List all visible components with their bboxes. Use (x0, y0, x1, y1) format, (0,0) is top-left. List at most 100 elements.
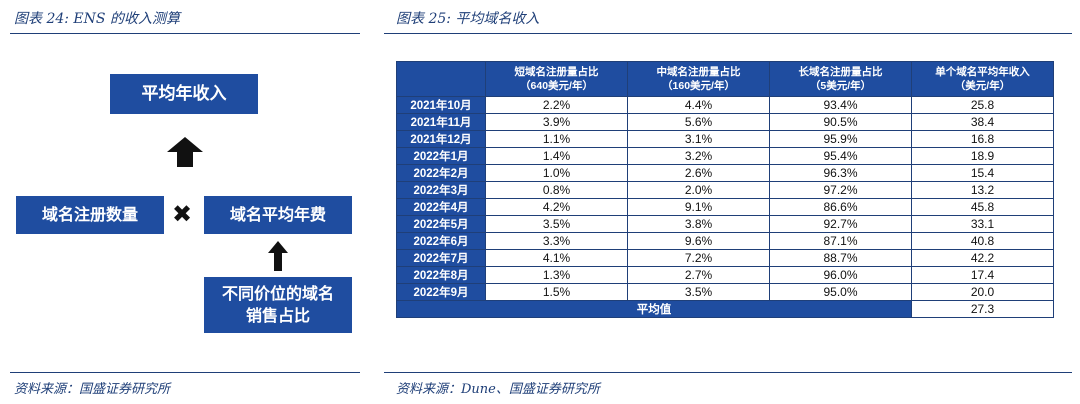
left-source-rule (10, 372, 360, 373)
cell-long: 96.0% (769, 266, 912, 284)
diagram-top-box: 平均年收入 (110, 74, 258, 114)
cell-long: 90.5% (769, 113, 912, 131)
header-avg: 单个域名平均年收入 （美元/年） (911, 61, 1054, 97)
header-short-line2: （640美元/年） (520, 80, 593, 92)
table-row: 2022年3月 0.8% 2.0% 97.2% 13.2 (396, 181, 1054, 199)
table-row: 2021年10月 2.2% 4.4% 93.4% 25.8 (396, 96, 1054, 114)
cell-mid: 3.2% (627, 147, 770, 165)
cell-long: 96.3% (769, 164, 912, 182)
cell-short: 1.4% (485, 147, 628, 165)
cell-long: 97.2% (769, 181, 912, 199)
cell-long: 88.7% (769, 249, 912, 267)
cell-short: 1.3% (485, 266, 628, 284)
cell-long: 86.6% (769, 198, 912, 216)
cell-mid: 2.0% (627, 181, 770, 199)
row-month: 2022年3月 (396, 181, 486, 199)
right-figure-caption: 图表 25: 平均域名收入 (396, 11, 540, 27)
cell-mid: 4.4% (627, 96, 770, 114)
cell-avg: 45.8 (911, 198, 1054, 216)
cell-avg: 42.2 (911, 249, 1054, 267)
table-row: 2021年12月 1.1% 3.1% 95.9% 16.8 (396, 130, 1054, 148)
header-long-line1: 长域名注册量占比 (798, 66, 883, 78)
right-source: 资料来源：Dune、国盛证券研究所 (396, 382, 600, 397)
cell-long: 95.0% (769, 283, 912, 301)
table-row: 2022年5月 3.5% 3.8% 92.7% 33.1 (396, 215, 1054, 233)
cell-mid: 3.5% (627, 283, 770, 301)
row-month: 2022年9月 (396, 283, 486, 301)
header-long: 长域名注册量占比 （5美元/年） (769, 61, 912, 97)
cell-long: 87.1% (769, 232, 912, 250)
table-row: 2022年1月 1.4% 3.2% 95.4% 18.9 (396, 147, 1054, 165)
cell-mid: 3.8% (627, 215, 770, 233)
row-month: 2022年2月 (396, 164, 486, 182)
arrow-up-small-icon (268, 241, 288, 271)
row-month: 2021年12月 (396, 130, 486, 148)
table-row: 2021年11月 3.9% 5.6% 90.5% 38.4 (396, 113, 1054, 131)
cell-avg: 38.4 (911, 113, 1054, 131)
left-figure-caption: 图表 24: ENS 的收入测算 (14, 11, 180, 27)
row-month: 2022年7月 (396, 249, 486, 267)
cell-avg: 17.4 (911, 266, 1054, 284)
left-caption-rule (10, 33, 360, 34)
cell-mid: 9.6% (627, 232, 770, 250)
diagram-left-box: 域名注册数量 (16, 196, 164, 234)
cell-mid: 7.2% (627, 249, 770, 267)
header-avg-line1: 单个域名平均年收入 (935, 66, 1030, 78)
diagram-right-box: 域名平均年费 (204, 196, 352, 234)
row-month: 2022年1月 (396, 147, 486, 165)
header-corner (396, 61, 486, 97)
table-row: 2022年9月 1.5% 3.5% 95.0% 20.0 (396, 283, 1054, 301)
cell-short: 4.1% (485, 249, 628, 267)
right-caption-rule (384, 33, 1072, 34)
row-month: 2022年5月 (396, 215, 486, 233)
diagram-bottom-box-line2: 销售占比 (245, 306, 310, 325)
cell-avg: 15.4 (911, 164, 1054, 182)
header-mid: 中域名注册量占比 （160美元/年） (627, 61, 770, 97)
cell-avg: 20.0 (911, 283, 1054, 301)
table-row: 2022年2月 1.0% 2.6% 96.3% 15.4 (396, 164, 1054, 182)
cell-mid: 2.7% (627, 266, 770, 284)
header-mid-line2: （160美元/年） (662, 80, 735, 92)
cell-avg: 13.2 (911, 181, 1054, 199)
cell-short: 1.0% (485, 164, 628, 182)
diagram-bottom-box-line1: 不同价位的域名 (221, 284, 334, 304)
row-month: 2021年10月 (396, 96, 486, 114)
cell-long: 95.9% (769, 130, 912, 148)
average-domain-revenue-table: 短域名注册量占比 （640美元/年） 中域名注册量占比 （160美元/年） 长域… (396, 61, 1054, 318)
row-month: 2022年6月 (396, 232, 486, 250)
multiply-icon: ✖ (172, 200, 193, 228)
table-row: 2022年4月 4.2% 9.1% 86.6% 45.8 (396, 198, 1054, 216)
arrow-up-icon (167, 137, 203, 167)
table-row: 2022年8月 1.3% 2.7% 96.0% 17.4 (396, 266, 1054, 284)
diagram-bottom-box: 不同价位的域名 销售占比 (204, 277, 352, 333)
header-long-line2: （5美元/年） (809, 80, 872, 92)
average-label: 平均值 (396, 300, 912, 318)
cell-avg: 33.1 (911, 215, 1054, 233)
header-mid-line1: 中域名注册量占比 (656, 66, 741, 78)
left-source: 资料来源：国盛证券研究所 (14, 382, 171, 397)
row-month: 2021年11月 (396, 113, 486, 131)
table-average-row: 平均值 27.3 (396, 300, 1054, 318)
cell-short: 0.8% (485, 181, 628, 199)
average-value: 27.3 (911, 300, 1054, 318)
right-source-rule (384, 372, 1072, 373)
cell-short: 1.1% (485, 130, 628, 148)
cell-mid: 3.1% (627, 130, 770, 148)
header-short-line1: 短域名注册量占比 (514, 66, 599, 78)
cell-short: 1.5% (485, 283, 628, 301)
table-header-row: 短域名注册量占比 （640美元/年） 中域名注册量占比 （160美元/年） 长域… (396, 61, 1054, 97)
header-short: 短域名注册量占比 （640美元/年） (485, 61, 628, 97)
cell-mid: 2.6% (627, 164, 770, 182)
cell-mid: 9.1% (627, 198, 770, 216)
cell-short: 3.5% (485, 215, 628, 233)
cell-short: 3.9% (485, 113, 628, 131)
cell-short: 3.3% (485, 232, 628, 250)
row-month: 2022年4月 (396, 198, 486, 216)
row-month: 2022年8月 (396, 266, 486, 284)
cell-long: 92.7% (769, 215, 912, 233)
table-row: 2022年6月 3.3% 9.6% 87.1% 40.8 (396, 232, 1054, 250)
cell-short: 2.2% (485, 96, 628, 114)
cell-long: 93.4% (769, 96, 912, 114)
cell-avg: 40.8 (911, 232, 1054, 250)
cell-avg: 25.8 (911, 96, 1054, 114)
